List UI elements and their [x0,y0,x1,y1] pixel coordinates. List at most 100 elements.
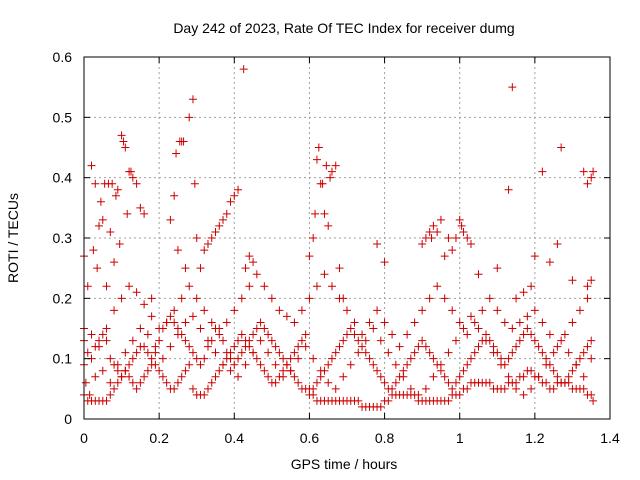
data-point [215,366,224,375]
data-point [403,360,412,369]
data-point [230,191,239,200]
data-point [346,360,355,369]
data-point [455,390,464,399]
data-point [166,312,175,321]
data-point [106,390,115,399]
data-point [113,378,122,387]
data-point [504,185,513,194]
data-point [87,330,96,339]
data-point [252,270,261,279]
data-point [564,372,573,381]
data-point [549,366,558,375]
data-point [331,384,340,393]
data-point [113,185,122,194]
data-point [237,330,246,339]
data-point [534,342,543,351]
data-point [589,167,598,176]
data-point [589,396,598,405]
data-point [297,306,306,315]
data-point [373,366,382,375]
data-point [93,264,102,273]
data-point [123,209,132,218]
data-point [179,137,188,146]
data-point [200,390,209,399]
data-point [158,372,167,381]
data-point [234,185,243,194]
data-point [271,342,280,351]
data-point [185,342,194,351]
data-point [440,372,449,381]
data-point [245,342,254,351]
data-point [519,390,528,399]
data-point [128,173,137,182]
data-point [331,161,340,170]
data-point [395,342,404,351]
data-point [324,378,333,387]
data-point [448,306,457,315]
data-point [226,366,235,375]
data-point [335,294,344,303]
data-point [275,306,284,315]
data-point [264,348,273,357]
data-point [485,294,494,303]
data-point [237,348,246,357]
data-point [380,318,389,327]
data-point [196,264,205,273]
data-point [230,342,239,351]
data-point [155,366,164,375]
data-point [305,294,314,303]
data-point [132,288,141,297]
data-point [354,396,363,405]
data-point [102,282,111,291]
data-point [455,372,464,381]
data-point [436,215,445,224]
data-point [162,378,171,387]
data-point [279,354,288,363]
data-point [237,294,246,303]
data-point [466,312,475,321]
data-point [508,324,517,333]
data-point [151,360,160,369]
data-point [530,252,539,261]
data-point [560,378,569,387]
x-tick-label: 1.4 [600,430,620,446]
data-point [136,378,145,387]
data-point [181,336,190,345]
data-point [83,282,92,291]
data-point [203,336,212,345]
data-point [185,360,194,369]
data-point [234,336,243,345]
data-point [143,348,152,357]
data-point [373,240,382,249]
data-point [241,336,250,345]
data-point [170,318,179,327]
data-point [309,354,318,363]
data-point [309,384,318,393]
y-tick-label: 0.2 [53,290,73,306]
y-tick-label: 0.1 [53,351,73,367]
data-point [128,354,137,363]
data-point [457,221,466,230]
data-point [448,246,457,255]
data-point [252,324,261,333]
data-point [545,258,554,267]
data-point [173,378,182,387]
data-point [196,324,205,333]
data-point [108,179,117,188]
data-point [418,306,427,315]
data-point [271,378,280,387]
data-point [365,318,374,327]
data-point [530,306,539,315]
data-point [245,252,254,261]
data-points [80,65,598,411]
data-point [140,372,149,381]
data-point [147,294,156,303]
data-point [572,360,581,369]
data-point [470,348,479,357]
data-point [117,372,126,381]
data-point [579,167,588,176]
data-point [173,246,182,255]
data-point [110,306,119,315]
